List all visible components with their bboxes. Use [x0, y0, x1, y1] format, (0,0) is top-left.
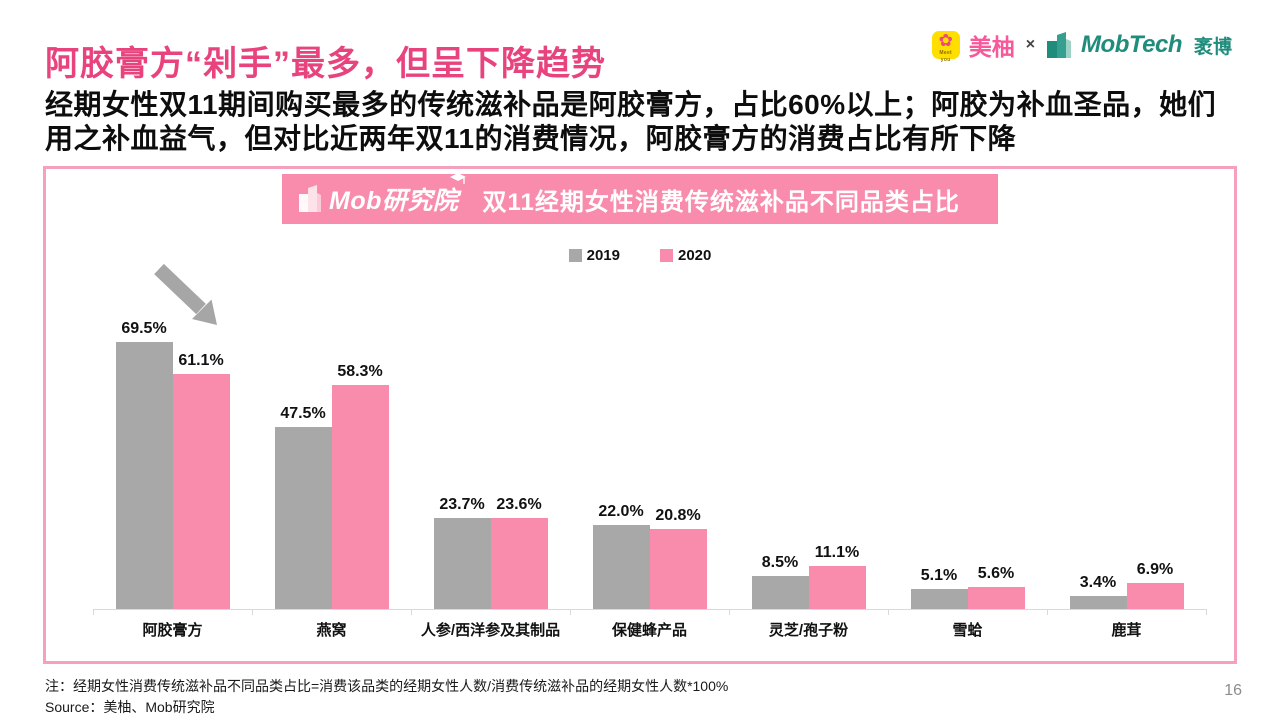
mobtech-building-icon — [1047, 32, 1072, 58]
bar-value-label: 3.4% — [1079, 574, 1117, 591]
bar-with-label: 11.1% — [808, 544, 866, 609]
category-label: 阿胶膏方 — [142, 622, 203, 639]
axis-tick — [1047, 609, 1048, 615]
legend-label: 2020 — [678, 247, 712, 264]
mob-building-icon — [299, 185, 321, 212]
meiyou-app-icon: ✿ Meet you — [931, 31, 960, 63]
bar-value-label: 5.1% — [920, 567, 958, 584]
bar-group: 5.1% 5.6% — [888, 289, 1047, 609]
bar-group: 47.5% 58.3% — [252, 289, 411, 609]
page-number: 16 — [1224, 682, 1242, 699]
bar-with-label: 69.5% — [115, 320, 173, 609]
legend-item-2019: 2019 — [568, 247, 620, 264]
source-line: Source：美柚、Mob研究院 — [45, 699, 215, 715]
legend-item-2020: 2020 — [660, 247, 711, 264]
bar-with-label: 3.4% — [1069, 574, 1127, 609]
axis-tick — [570, 609, 571, 615]
bar-value-label: 11.1% — [814, 544, 860, 561]
mob-institute-wordmark: Mob研究院 — [329, 187, 459, 215]
axis-tick — [411, 609, 412, 615]
chart-panel: Mob研究院 双11经期女性消费传统滋补品不同品类占比 2019 2020 69.… — [43, 166, 1237, 664]
category-label: 灵芝/孢子粉 — [768, 622, 849, 639]
bar-with-label: 6.9% — [1126, 561, 1184, 609]
legend-swatch — [660, 249, 673, 262]
bar-2020 — [1126, 583, 1184, 609]
category-label: 雪蛤 — [952, 622, 983, 639]
footnote: 注：经期女性消费传统滋补品不同品类占比=消费该品类的经期女性人数/消费传统滋补品… — [45, 678, 729, 694]
bar-group: 22.0% 20.8% — [570, 289, 729, 609]
bar-value-label: 5.6% — [977, 565, 1015, 582]
axis-tick — [729, 609, 730, 615]
bar-2019 — [1069, 596, 1127, 609]
bar-2020 — [649, 529, 707, 609]
axis-tick — [252, 609, 253, 615]
bar-group: 3.4% 6.9% — [1047, 289, 1206, 609]
category-label: 保健蜂产品 — [611, 622, 687, 639]
bar-2020 — [967, 587, 1025, 609]
bar-value-label: 23.6% — [496, 496, 542, 513]
bar-2019 — [751, 576, 809, 609]
bar-value-label: 58.3% — [337, 363, 383, 380]
axis-tick — [93, 609, 94, 615]
bar-value-label: 8.5% — [761, 554, 799, 571]
meiyou-flower-icon: ✿ — [938, 31, 953, 50]
bar-2019 — [274, 427, 332, 609]
category-label: 燕窝 — [316, 622, 347, 639]
bar-value-label: 23.7% — [439, 496, 485, 513]
bar-with-label: 23.7% — [433, 496, 491, 609]
bar-2019 — [592, 525, 650, 609]
bar-2019 — [115, 342, 173, 609]
axis-tick — [1206, 609, 1207, 615]
bar-2019 — [433, 518, 491, 609]
bar-2020 — [808, 566, 866, 609]
meiyou-wordmark: 美柚 — [968, 34, 1015, 60]
bar-value-label: 22.0% — [598, 503, 644, 520]
brand-logos: ✿ Meet you 美柚 × MobTech 袤博 — [931, 28, 1232, 63]
bar-with-label: 47.5% — [274, 405, 332, 609]
mob-institute-logo: Mob研究院 — [298, 173, 467, 217]
chart-legend: 2019 2020 — [46, 247, 1234, 264]
page-title: 阿胶膏方“剁手”最多，但呈下降趋势 — [45, 45, 606, 83]
mobtech-wordmark: MobTech — [1081, 31, 1182, 58]
bar-with-label: 61.1% — [172, 352, 230, 609]
x-axis — [93, 609, 1207, 615]
brand-separator: × — [1025, 36, 1036, 53]
graduation-cap-icon — [450, 173, 467, 184]
bar-value-label: 61.1% — [178, 352, 224, 369]
bar-value-label: 20.8% — [655, 507, 701, 524]
category-label: 鹿茸 — [1111, 622, 1142, 639]
bar-chart-plot: 69.5% 61.1% 47.5% 58.3% 23.7% 23.6% 22.0% 20.8%… — [93, 289, 1206, 609]
chart-banner: Mob研究院 双11经期女性消费传统滋补品不同品类占比 — [282, 173, 998, 224]
chart-title: 双11经期女性消费传统滋补品不同品类占比 — [482, 188, 960, 216]
bar-with-label: 5.1% — [910, 567, 968, 609]
bar-value-label: 69.5% — [121, 320, 167, 337]
bar-with-label: 20.8% — [649, 507, 707, 609]
bar-with-label: 22.0% — [592, 503, 650, 609]
axis-tick — [888, 609, 889, 615]
bar-2020 — [172, 374, 230, 609]
page-subtitle: 经期女性双11期间购买最多的传统滋补品是阿胶膏方，占比60%以上；阿胶为补血圣品… — [45, 89, 1217, 155]
bar-value-label: 47.5% — [280, 405, 326, 422]
bar-group: 69.5% 61.1% — [93, 289, 252, 609]
bar-with-label: 8.5% — [751, 554, 809, 609]
bar-value-label: 6.9% — [1136, 561, 1174, 578]
category-labels-row: 阿胶膏方 燕窝 人参/西洋参及其制品 保健蜂产品 灵芝/孢子粉 雪蛤 鹿茸 — [93, 616, 1206, 646]
legend-label: 2019 — [586, 247, 620, 264]
bar-with-label: 58.3% — [331, 363, 389, 609]
category-label: 人参/西洋参及其制品 — [420, 622, 561, 639]
bar-2020 — [331, 385, 389, 609]
maobo-wordmark: 袤博 — [1193, 36, 1232, 58]
bar-2019 — [910, 589, 968, 609]
meiyou-meetyou-text: Meet you — [939, 50, 952, 63]
bar-group: 23.7% 23.6% — [411, 289, 570, 609]
downward-trend-arrow-icon — [154, 263, 217, 325]
bar-with-label: 23.6% — [490, 496, 548, 609]
legend-swatch — [568, 249, 582, 262]
bar-with-label: 5.6% — [967, 565, 1025, 609]
bar-group: 8.5% 11.1% — [729, 289, 888, 609]
bar-2020 — [490, 518, 548, 609]
